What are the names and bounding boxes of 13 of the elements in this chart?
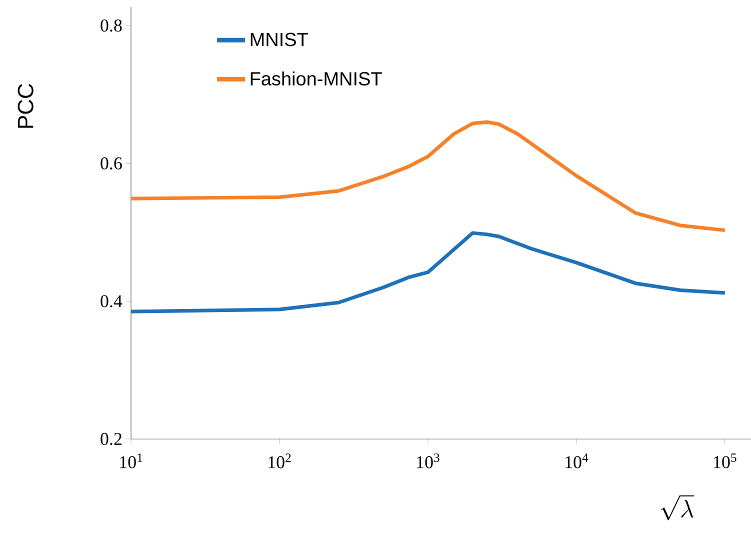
- legend-label: Fashion-MNIST: [250, 72, 382, 86]
- legend-label: MNIST: [250, 32, 308, 46]
- x-tick-label: 10$^{1}$: [120, 454, 142, 468]
- y-tick-label: 0.8: [100, 19, 122, 32]
- y-tick-label: 0.2: [100, 432, 122, 446]
- x-tick-label: 10$^{5}$: [714, 454, 736, 468]
- y-tick-label: 0.4: [100, 295, 122, 308]
- x-tick-label: 10$^{4}$: [566, 454, 588, 468]
- y-axis-title: PCC: [18, 84, 34, 128]
- x-axis-title: $\sqrt{\lambda}$: [660, 495, 694, 520]
- x-tick-label: 10$^{2}$: [268, 454, 291, 468]
- x-tick-label: 10$^{3}$: [417, 454, 440, 468]
- y-tick-label: 0.6: [100, 157, 122, 170]
